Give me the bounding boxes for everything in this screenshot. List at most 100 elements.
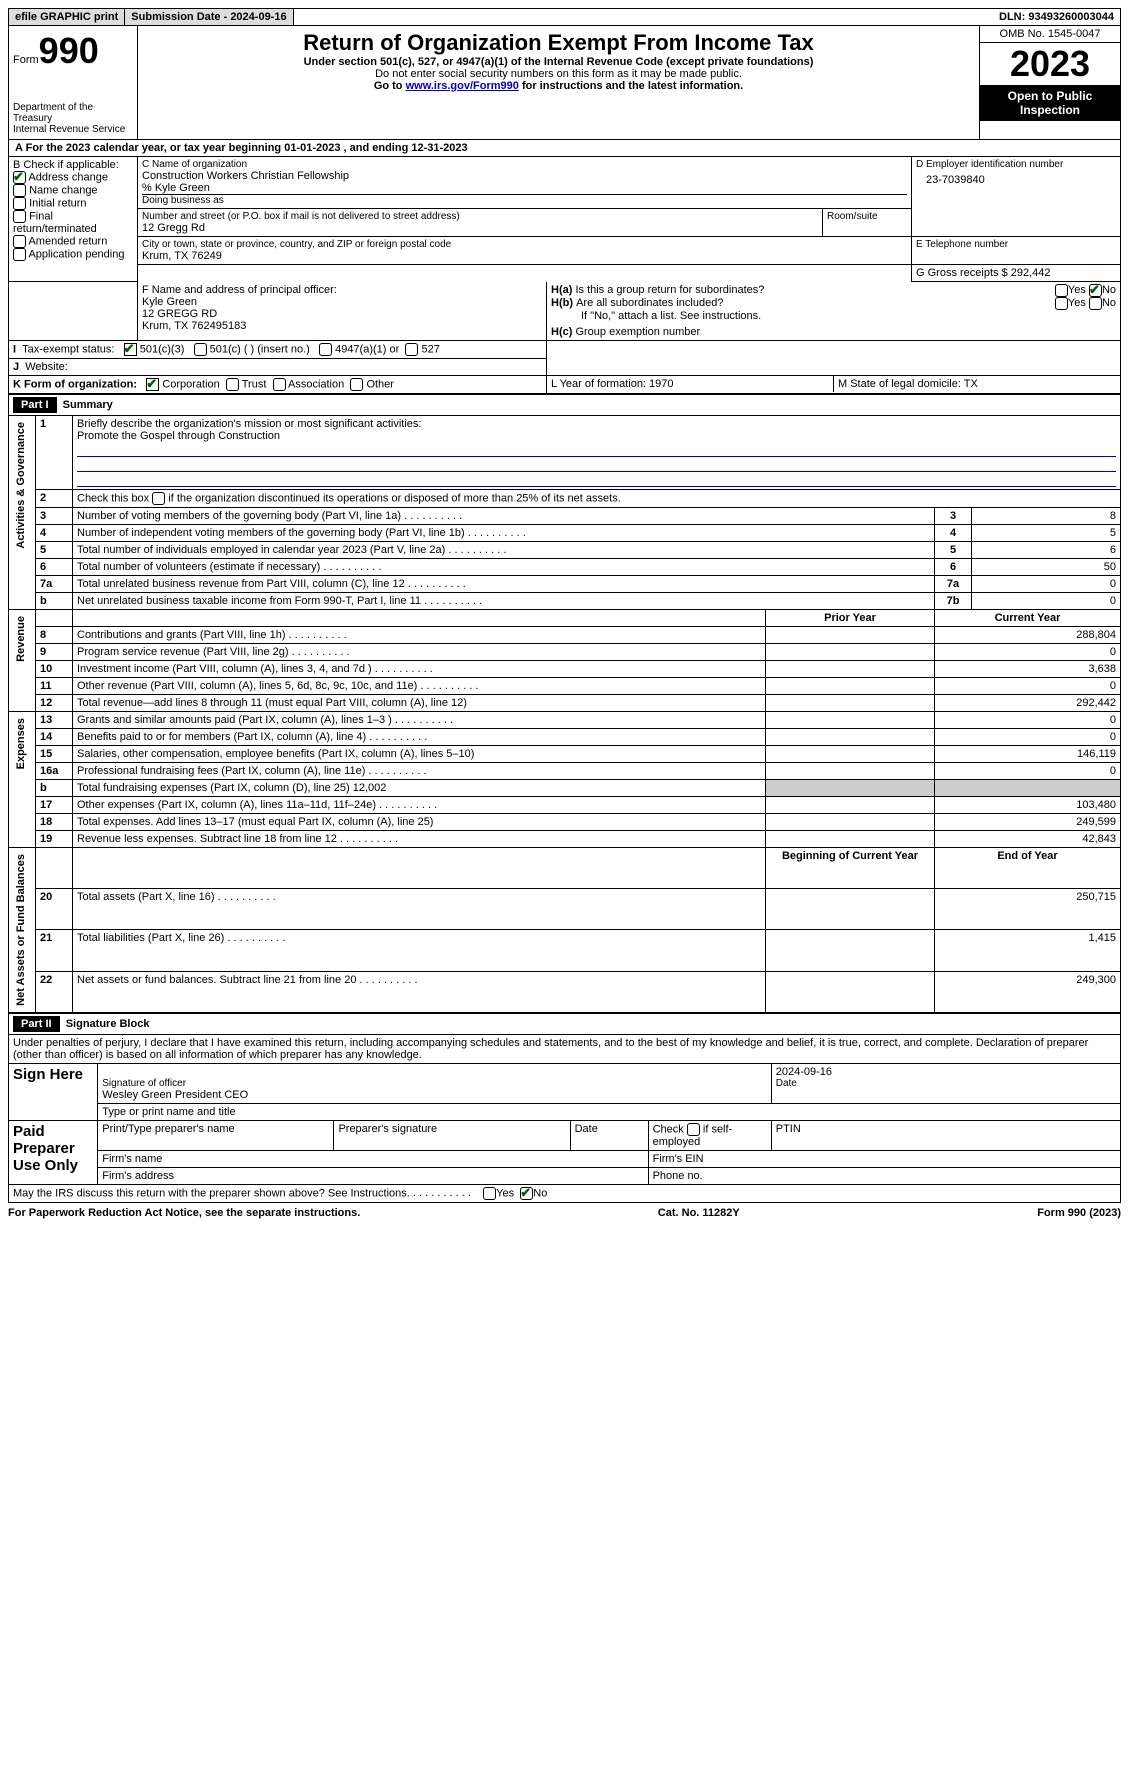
eoy-header: End of Year xyxy=(935,848,1121,889)
trust-checkbox[interactable] xyxy=(226,378,239,391)
line7b-value: 0 xyxy=(972,593,1121,610)
line21-value: 1,415 xyxy=(935,930,1121,971)
form-title: Return of Organization Exempt From Incom… xyxy=(142,30,975,56)
hb-yes-checkbox[interactable] xyxy=(1055,297,1068,310)
amended-return-checkbox[interactable] xyxy=(13,235,26,248)
self-employed-checkbox[interactable] xyxy=(687,1123,700,1136)
box-hc: H(c) Group exemption number xyxy=(547,324,1121,341)
527-checkbox[interactable] xyxy=(405,343,418,356)
box-g: G Gross receipts $ 292,442 xyxy=(912,265,1121,282)
gov-section-label: Activities & Governance xyxy=(13,418,29,553)
officer-line2: 12 GREGG RD xyxy=(142,308,542,320)
box-i: I Tax-exempt status: 501(c)(3) 501(c) ( … xyxy=(9,341,547,359)
sign-here-label: Sign Here xyxy=(9,1063,98,1120)
line18-value: 249,599 xyxy=(935,814,1121,831)
box-l: L Year of formation: 1970 xyxy=(547,376,834,392)
footer-right: Form 990 (2023) xyxy=(1037,1207,1121,1219)
paid-prep-label: Paid Preparer Use Only xyxy=(9,1120,98,1184)
line12-value: 292,442 xyxy=(935,695,1121,712)
submission-date-label: Submission Date - 2024-09-16 xyxy=(125,9,293,25)
boy-header: Beginning of Current Year xyxy=(766,848,935,889)
top-bar: efile GRAPHIC print Submission Date - 20… xyxy=(8,8,1121,26)
ha-no-checkbox[interactable] xyxy=(1089,284,1102,297)
form-number: 990 xyxy=(39,30,99,71)
discuss-yes-checkbox[interactable] xyxy=(483,1187,496,1200)
line19-value: 42,843 xyxy=(935,831,1121,848)
part1-header: Part I xyxy=(13,397,57,413)
form-subtitle: Under section 501(c), 527, or 4947(a)(1)… xyxy=(142,56,975,68)
box-h: H(a) Is this a group return for subordin… xyxy=(547,282,1121,324)
box-c-name: C Name of organization Construction Work… xyxy=(138,157,912,209)
other-checkbox[interactable] xyxy=(350,378,363,391)
line17-value: 103,480 xyxy=(935,797,1121,814)
sig-date: 2024-09-16 xyxy=(776,1066,1116,1078)
form-header: Form990 Department of the Treasury Inter… xyxy=(8,26,1121,140)
ha-yes-checkbox[interactable] xyxy=(1055,284,1068,297)
part1-table: Part I Summary Activities & Governance 1… xyxy=(8,394,1121,1013)
irs-label: Internal Revenue Service xyxy=(13,124,133,135)
goto-suffix: for instructions and the latest informat… xyxy=(519,80,743,92)
line20-value: 250,715 xyxy=(935,889,1121,930)
self-employed-cell: Check if self-employed xyxy=(648,1120,771,1150)
omb-number: OMB No. 1545-0047 xyxy=(980,26,1120,43)
line7a-value: 0 xyxy=(972,576,1121,593)
box-b-title: B Check if applicable: xyxy=(13,159,133,171)
goto-link[interactable]: www.irs.gov/Form990 xyxy=(406,80,519,92)
part2-title: Signature Block xyxy=(66,1018,150,1030)
officer-line3: Krum, TX 762495183 xyxy=(142,320,542,332)
efile-print-button[interactable]: efile GRAPHIC print xyxy=(9,9,125,25)
tax-year: 2023 xyxy=(980,43,1120,85)
assoc-checkbox[interactable] xyxy=(273,378,286,391)
box-k: K Form of organization: Corporation Trus… xyxy=(9,376,547,394)
mission-text: Promote the Gospel through Construction xyxy=(77,430,280,442)
501c-checkbox[interactable] xyxy=(194,343,207,356)
org-name: Construction Workers Christian Fellowshi… xyxy=(142,170,907,182)
box-c-address: Number and street (or P.O. box if mail i… xyxy=(138,209,823,237)
discuss-no-checkbox[interactable] xyxy=(520,1187,533,1200)
page-footer: For Paperwork Reduction Act Notice, see … xyxy=(8,1207,1121,1219)
box-f: F Name and address of principal officer:… xyxy=(138,282,547,341)
open-inspection-box: Open to Public Inspection xyxy=(980,85,1120,121)
initial-return-checkbox[interactable] xyxy=(13,197,26,210)
footer-left: For Paperwork Reduction Act Notice, see … xyxy=(8,1207,360,1219)
app-pending-checkbox[interactable] xyxy=(13,248,26,261)
address-change-checkbox[interactable] xyxy=(13,171,26,184)
entity-table: B Check if applicable: Address change Na… xyxy=(8,157,1121,282)
part2-header: Part II xyxy=(13,1016,60,1032)
line16b-value xyxy=(935,780,1121,797)
part2-table: Part II Signature Block Under penalties … xyxy=(8,1013,1121,1203)
line6-value: 50 xyxy=(972,559,1121,576)
box-m: M State of legal domicile: TX xyxy=(834,376,1120,392)
corp-checkbox[interactable] xyxy=(146,378,159,391)
box-b: B Check if applicable: Address change Na… xyxy=(9,157,138,282)
line13-value: 0 xyxy=(935,712,1121,729)
line8-value: 288,804 xyxy=(935,627,1121,644)
ein-value: 23-7039840 xyxy=(916,170,1116,186)
box-e: E Telephone number xyxy=(912,237,1121,265)
current-year-header: Current Year xyxy=(935,610,1121,627)
org-careof: % Kyle Green xyxy=(142,182,907,194)
gross-receipts: 292,442 xyxy=(1011,267,1051,279)
line14-value: 0 xyxy=(935,729,1121,746)
line15-value: 146,119 xyxy=(935,746,1121,763)
final-return-checkbox[interactable] xyxy=(13,210,26,223)
net-section-label: Net Assets or Fund Balances xyxy=(13,850,29,1010)
discontinued-checkbox[interactable] xyxy=(152,492,165,505)
rev-section-label: Revenue xyxy=(13,612,29,666)
box-c-room: Room/suite xyxy=(823,209,912,237)
hb-no-checkbox[interactable] xyxy=(1089,297,1102,310)
name-change-checkbox[interactable] xyxy=(13,184,26,197)
501c3-checkbox[interactable] xyxy=(124,343,137,356)
4947-checkbox[interactable] xyxy=(319,343,332,356)
prior-year-header: Prior Year xyxy=(766,610,935,627)
officer-line1: Kyle Green xyxy=(142,296,542,308)
line2-text: Check this box if the organization disco… xyxy=(73,490,1121,508)
line10-value: 3,638 xyxy=(935,661,1121,678)
discuss-row: May the IRS discuss this return with the… xyxy=(9,1184,1121,1202)
officer-name: Wesley Green President CEO xyxy=(102,1089,766,1101)
city-value: Krum, TX 76249 xyxy=(142,250,907,262)
officer-status-table: F Name and address of principal officer:… xyxy=(8,282,1121,394)
form-prefix: Form xyxy=(13,54,39,66)
part1-title: Summary xyxy=(63,399,113,411)
line11-value: 0 xyxy=(935,678,1121,695)
